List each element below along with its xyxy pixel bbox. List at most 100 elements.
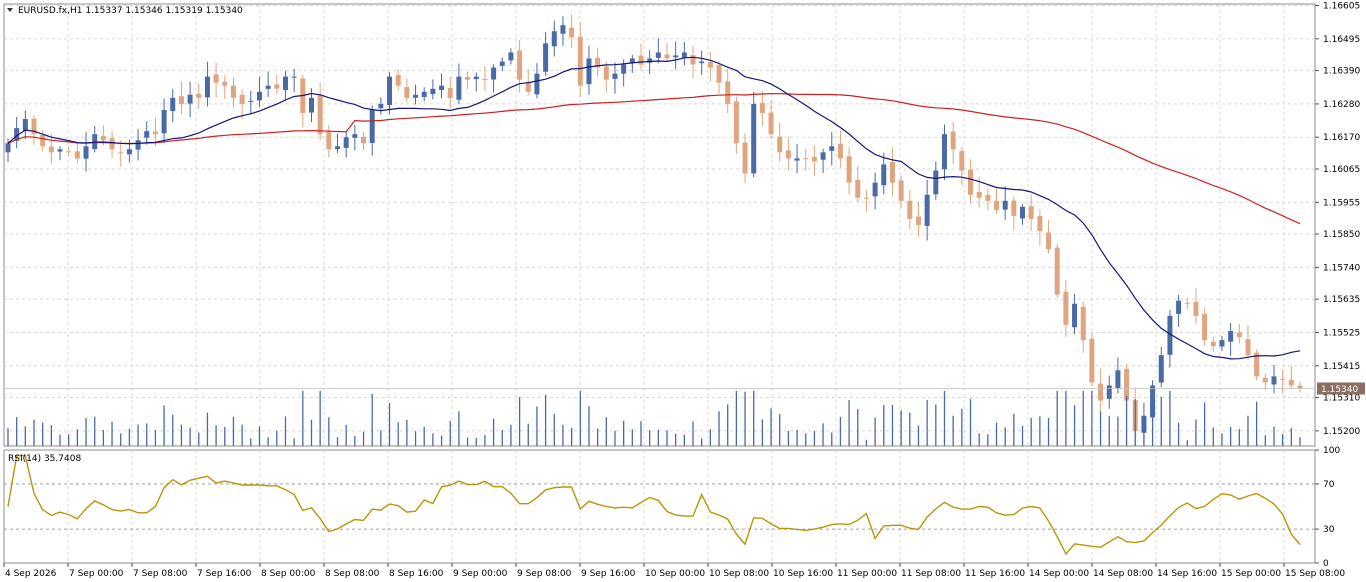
candle-body: [629, 58, 635, 63]
candle-body: [1262, 377, 1268, 383]
x-tick-label: 14 Sep 08:00: [1093, 569, 1153, 579]
candle-body: [499, 61, 505, 66]
candle-body: [369, 109, 375, 143]
candle-body: [716, 65, 722, 83]
current-price-label: 1.15340: [1321, 385, 1358, 395]
candle-body: [1176, 300, 1182, 314]
rsi-tick-label: 30: [1323, 525, 1335, 535]
candle-body: [413, 94, 419, 98]
candle-body: [785, 150, 791, 159]
candle-body: [256, 91, 262, 101]
candle-body: [308, 97, 314, 113]
x-tick-label: 8 Sep 00:00: [261, 569, 316, 579]
candle-body: [664, 54, 670, 59]
candle-body: [274, 84, 280, 89]
candle-body: [907, 200, 913, 219]
candle-body: [100, 136, 106, 141]
candle-body: [343, 137, 349, 148]
candle-body: [794, 158, 800, 161]
candle-body: [1236, 332, 1242, 338]
candle-body: [465, 76, 471, 80]
candle-body: [1167, 315, 1173, 355]
y-tick-label: 1.15955: [1323, 198, 1360, 208]
candle-body: [1106, 385, 1112, 399]
candle-body: [534, 73, 540, 95]
candle-body: [421, 91, 427, 97]
candle-body: [1046, 232, 1052, 250]
candle-body: [777, 136, 783, 153]
candle-body: [1054, 247, 1060, 295]
candle-body: [1219, 340, 1225, 347]
candle-body: [898, 180, 904, 201]
x-tick-label: 9 Sep 08:00: [517, 569, 572, 579]
y-tick-label: 1.16605: [1323, 2, 1360, 12]
candles: [5, 14, 1303, 446]
slow-moving-average-line: [7, 92, 1301, 225]
candle-body: [14, 128, 20, 141]
candle-body: [1297, 385, 1303, 389]
x-tick-label: 8 Sep 08:00: [325, 569, 380, 579]
y-tick-label: 1.15415: [1323, 362, 1360, 372]
x-tick-label: 10 Sep 00:00: [645, 569, 705, 579]
price-grid: [4, 4, 1315, 563]
candle-body: [1288, 380, 1294, 386]
candle-body: [118, 152, 124, 154]
rsi-tick-label: 100: [1323, 446, 1340, 456]
candle-body: [1193, 301, 1199, 316]
candle-body: [187, 94, 193, 104]
candle-body: [525, 81, 531, 92]
candle-body: [595, 57, 601, 68]
candle-body: [1228, 330, 1234, 342]
candle-body: [5, 143, 11, 153]
volume-bars: [7, 391, 1301, 446]
candle-body: [378, 103, 384, 109]
x-tick-label: 8 Sep 16:00: [389, 569, 444, 579]
rsi-pane-frame: [3, 449, 1316, 564]
candle-body: [759, 103, 765, 113]
rsi-header: RSI(14) 35.7408: [8, 454, 81, 464]
candle-body: [517, 50, 523, 80]
y-tick-label: 1.15850: [1323, 230, 1360, 240]
candle-body: [1254, 352, 1260, 377]
candle-body: [508, 52, 514, 61]
candle-body: [543, 43, 549, 72]
candle-body: [1245, 339, 1251, 356]
candle-body: [144, 131, 150, 138]
candle-body: [126, 149, 132, 155]
candle-body: [1089, 338, 1095, 383]
candle-body: [638, 55, 644, 65]
y-tick-label: 1.15740: [1323, 263, 1360, 273]
x-tick-label: 15 Sep 00:00: [1221, 569, 1281, 579]
fast-moving-average-line: [7, 56, 1301, 360]
candle-body: [768, 112, 774, 135]
candle-body: [66, 151, 72, 153]
symbol-header: EURUSD.fx,H1 1.15337 1.15346 1.15319 1.1…: [18, 6, 243, 16]
candle-body: [1158, 355, 1164, 383]
price-pane-frame: [3, 3, 1316, 447]
candle-body: [959, 151, 965, 171]
candle-body: [1037, 215, 1043, 232]
candle-body: [248, 100, 254, 102]
candle-body: [863, 197, 869, 199]
candle-body: [109, 138, 115, 150]
candle-body: [603, 66, 609, 80]
candle-body: [387, 76, 393, 106]
x-tick-label: 7 Sep 08:00: [133, 569, 188, 579]
candle-body: [456, 76, 462, 100]
y-tick-label: 1.16280: [1323, 100, 1360, 110]
candle-body: [872, 182, 878, 197]
candle-body: [482, 78, 488, 80]
candle-body: [612, 73, 618, 79]
x-tick-label: 7 Sep 16:00: [197, 569, 252, 579]
candle-body: [1002, 200, 1008, 210]
candle-body: [170, 97, 176, 112]
rsi-tick-label: 70: [1323, 480, 1335, 490]
candle-body: [491, 67, 497, 80]
candle-body: [933, 170, 939, 195]
candle-body: [473, 76, 479, 80]
candle-body: [915, 216, 921, 225]
chevron-down-icon: [7, 8, 13, 12]
candle-body: [551, 31, 557, 47]
candle-body: [1280, 378, 1286, 380]
